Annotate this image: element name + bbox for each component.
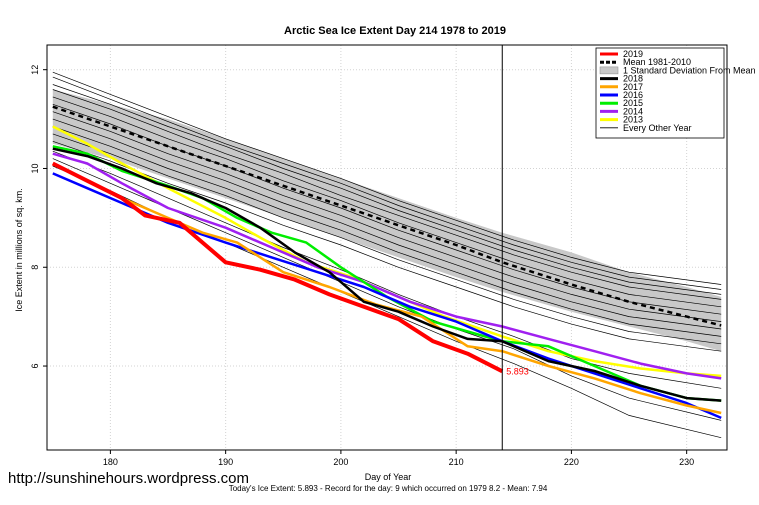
grid [47,45,727,450]
other-year-line [52,84,722,295]
series-line-2014 [52,152,722,380]
other-year-line [52,133,722,345]
other-year-line [52,96,722,308]
legend-box [595,47,725,139]
other-year-line [52,71,722,285]
legend-label: Every Other Year [623,123,692,133]
other-year-line [52,126,722,337]
legend-swatch [599,66,619,75]
x-tick-label: 220 [564,457,579,467]
y-axis-label: Ice Extent in millions of sq. km. [14,188,24,312]
legend-label: 2019 [623,49,643,59]
legend-label: 2013 [623,115,643,125]
series-line-2019 [51,161,504,374]
y-tick-label: 10 [30,163,40,173]
legend-label: 2015 [623,98,643,108]
legend-label: 2017 [623,82,643,92]
legend-label: 2014 [623,106,643,116]
x-tick-label: 200 [333,457,348,467]
other-year-line [52,118,722,330]
y-tick-label: 12 [30,65,40,75]
x-tick-label: 210 [449,457,464,467]
other-year-line [52,140,722,352]
series-line-2018 [52,147,722,402]
x-tick-label: 190 [218,457,233,467]
footer-summary: Today's Ice Extent: 5.893 - Record for t… [229,484,548,493]
y-tick-label: 6 [30,364,40,369]
other-years-lines [52,71,722,439]
legend-label: 1 Standard Deviation From Mean [623,65,756,75]
x-tick-label: 230 [679,457,694,467]
watermark-url: http://sunshinehours.wordpress.com [8,470,249,487]
other-year-line [52,76,722,290]
x-axis: 180 190 200 210 220 230 [103,450,694,467]
legend-label: Mean 1981-2010 [623,57,691,67]
plot-frame [46,44,728,451]
y-axis: 6 8 10 12 [30,65,47,369]
x-axis-label: Day of Year [365,472,412,482]
y-tick-label: 8 [30,265,40,270]
other-year-line [52,111,722,322]
series-line-mean-1981-2010 [52,105,722,327]
series-lines [51,105,722,420]
current-value-label: 5.893 [506,366,529,376]
x-tick-label: 180 [103,457,118,467]
legend-label: 2016 [623,90,643,100]
legend-label: 2018 [623,74,643,84]
chart-title: Arctic Sea Ice Extent Day 214 1978 to 20… [284,25,506,37]
other-year-line [52,89,722,300]
